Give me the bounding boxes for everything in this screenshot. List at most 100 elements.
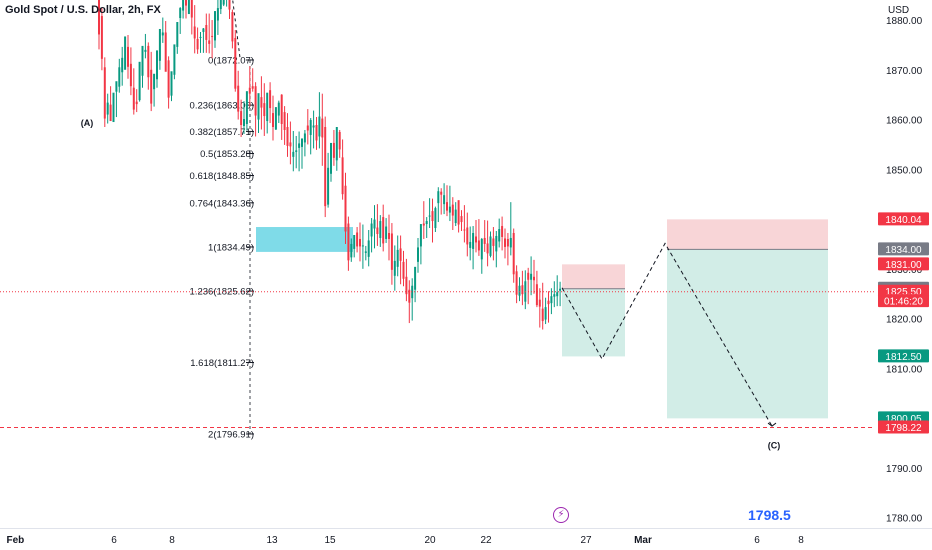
candle-body [208, 40, 211, 44]
candle [469, 226, 472, 261]
candle-body [199, 36, 202, 38]
candle [417, 237, 419, 273]
candle [103, 57, 106, 128]
candle-body [330, 142, 332, 174]
candle [257, 93, 260, 133]
candle [129, 47, 132, 96]
candle-body [446, 202, 448, 211]
candle-body [185, 0, 187, 6]
candle [373, 205, 376, 249]
price-tag-text: 1798.22 [885, 423, 922, 434]
y-tick-label: 1880.00 [886, 16, 923, 27]
candle [382, 204, 385, 252]
candle [344, 172, 347, 244]
x-tick-label: Feb [7, 535, 25, 546]
candle [243, 101, 245, 134]
candle [193, 5, 196, 54]
fib-label: 0.618(1848.85) [190, 171, 254, 182]
candle [338, 129, 341, 158]
candle-body [121, 57, 124, 73]
candle-body [318, 116, 321, 137]
candle [295, 135, 298, 169]
fib-label: 0.236(1863.00) [190, 101, 254, 112]
candle [483, 220, 486, 252]
candle-body [492, 238, 495, 246]
candle-body [202, 28, 205, 32]
candle-body [475, 236, 477, 243]
candle-body [167, 60, 170, 98]
candle [208, 13, 211, 54]
candle-body [350, 243, 353, 258]
candle [263, 83, 266, 136]
fib-label: 0.382(1857.71) [190, 127, 254, 138]
candle-body [388, 232, 390, 239]
candle [234, 29, 237, 92]
candle-body [205, 24, 208, 40]
candle [272, 95, 274, 141]
candle [170, 71, 173, 102]
candle-body [469, 241, 472, 248]
y-tick-label: 1860.00 [886, 116, 923, 127]
candle [379, 215, 382, 247]
candle [390, 223, 393, 285]
candle-body [541, 308, 544, 322]
candle-body [190, 0, 193, 18]
candle-body [504, 238, 506, 247]
candle-body [434, 208, 437, 229]
candles [98, 0, 562, 330]
candle-body [228, 0, 231, 10]
candle [367, 230, 370, 267]
candle [480, 237, 483, 274]
stop-loss-zone [667, 219, 828, 250]
candle-body [419, 224, 422, 247]
candle [222, 0, 225, 7]
candle-body [272, 113, 274, 128]
symbol-title: Gold Spot / U.S. Dollar, 2h, FX [5, 4, 161, 16]
candle [335, 127, 338, 171]
candle [512, 228, 515, 283]
candle-body [335, 127, 338, 161]
y-tick-label: 1870.00 [886, 66, 923, 77]
candle [370, 218, 373, 253]
candle-body [182, 0, 185, 11]
candle-body [477, 240, 480, 251]
candle-body [219, 0, 222, 10]
candle [396, 235, 399, 277]
price-tag-bg [878, 242, 929, 256]
price-tag-text: 1834.00 [885, 245, 922, 256]
candle [309, 118, 312, 155]
candle-body [214, 11, 216, 41]
candle [472, 226, 475, 270]
candle-body [402, 261, 405, 279]
candle [330, 142, 332, 182]
candle [553, 281, 556, 308]
candle-body [480, 238, 483, 260]
lightning-bolt-icon[interactable]: ⚡︎ [553, 507, 569, 523]
take-profit-zone [667, 249, 828, 419]
candle-body [454, 209, 457, 224]
candle [251, 68, 254, 92]
candle-body [254, 86, 257, 116]
candle-body [193, 26, 196, 39]
candle-body [509, 237, 512, 248]
candle [327, 152, 330, 208]
candle-body [422, 223, 425, 226]
candle-body [240, 111, 243, 126]
candle [156, 50, 158, 88]
candle-body [127, 46, 129, 67]
x-tick-label: 13 [266, 535, 278, 546]
candle [237, 70, 240, 120]
candle [112, 92, 115, 123]
candle [408, 280, 411, 324]
candle [414, 266, 417, 303]
candle [524, 270, 527, 310]
candle-body [515, 271, 518, 295]
candle [306, 109, 309, 145]
price-tag-bg [878, 420, 929, 434]
candle-body [138, 61, 141, 101]
candle-body [382, 217, 385, 244]
candle-body [243, 119, 245, 127]
candle [283, 106, 286, 145]
candle [176, 22, 179, 54]
